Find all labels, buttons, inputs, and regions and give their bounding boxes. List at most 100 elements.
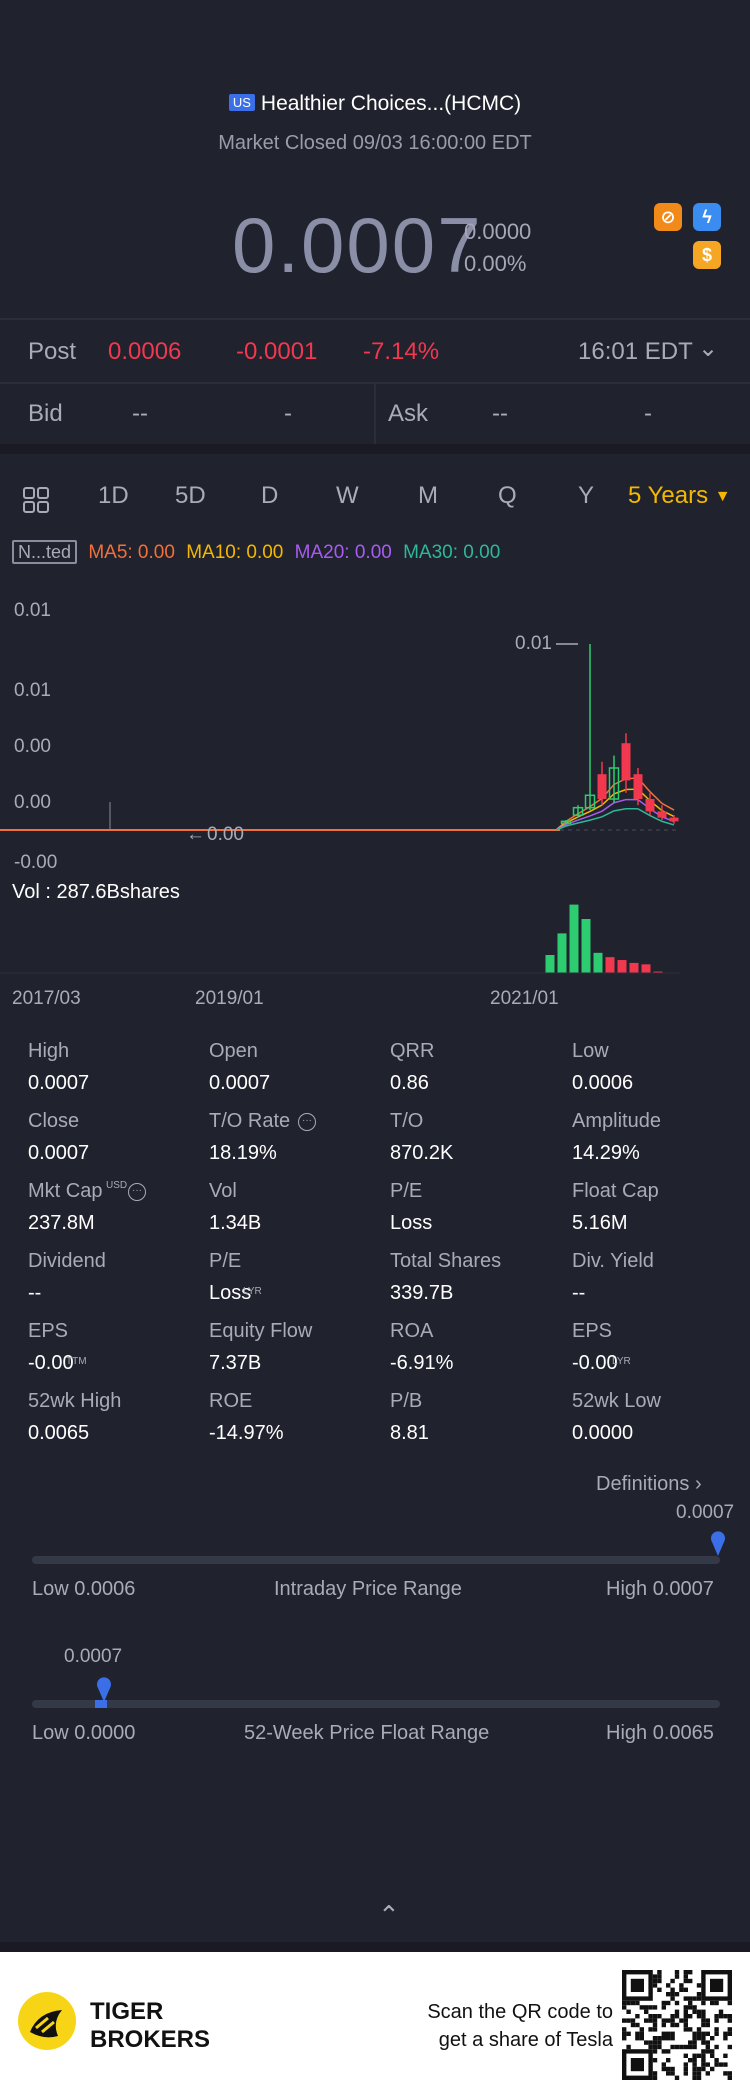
post-market-row[interactable]: Post 0.0006 -0.0001 -7.14% 16:01 EDT ⌄ xyxy=(0,320,750,382)
qr-module xyxy=(688,2040,693,2045)
volume-bar xyxy=(653,971,663,973)
qr-module xyxy=(714,2062,719,2067)
qr-module xyxy=(692,2031,697,2036)
divider xyxy=(374,384,376,444)
qr-module xyxy=(701,2014,706,2019)
qr-module xyxy=(652,1983,658,1988)
tab-q[interactable]: Q xyxy=(498,482,517,509)
qr-module xyxy=(710,2049,715,2054)
tab-w[interactable]: W xyxy=(336,482,359,509)
intraday-pin-icon xyxy=(711,1531,725,1556)
qr-module xyxy=(688,2044,693,2050)
qr-module xyxy=(661,2031,666,2036)
lightning-icon[interactable]: ϟ xyxy=(693,203,721,231)
qr-module xyxy=(648,2040,653,2045)
collapse-chevron-icon[interactable]: ⌃ xyxy=(378,1900,400,1930)
qr-module xyxy=(696,2075,702,2080)
stat-value: -14.97% xyxy=(209,1422,284,1444)
tab-1d[interactable]: 1D xyxy=(98,482,129,509)
tab-y[interactable]: Y xyxy=(578,482,595,509)
qr-module xyxy=(727,2071,732,2076)
stat-label: Open xyxy=(209,1040,258,1062)
tab-m[interactable]: M xyxy=(418,482,438,509)
post-change: -0.0001 xyxy=(236,338,318,365)
tab-5d[interactable]: 5D xyxy=(175,482,206,509)
price-chart[interactable]: 0.01 0.01 0.00 0.00 -0.00 0.01 ← 0.00 Vol : … xyxy=(0,590,750,1010)
info-icon[interactable]: ··· xyxy=(298,1113,316,1131)
qr-module xyxy=(674,2044,680,2050)
qr-module xyxy=(705,2018,710,2023)
qr-module xyxy=(639,2031,644,2036)
stat-value: 339.7B xyxy=(390,1282,454,1304)
no-margin-icon[interactable]: ⊘ xyxy=(654,203,682,231)
qr-module xyxy=(705,2071,710,2076)
qr-module xyxy=(657,2040,662,2045)
stat-value: 14.29% xyxy=(572,1142,640,1164)
stat-value: 18.19% xyxy=(209,1142,277,1164)
stat-value: 0.0006 xyxy=(572,1072,634,1094)
qr-module xyxy=(705,2040,710,2045)
stat-value: Loss xyxy=(390,1212,433,1234)
definitions-link[interactable]: Definitions › xyxy=(596,1473,702,1496)
chevron-down-icon[interactable]: ⌄ xyxy=(698,335,719,362)
qr-module xyxy=(661,2062,666,2067)
candle-body xyxy=(633,774,643,799)
qr-module xyxy=(679,2018,684,2023)
bid-ask-row: Bid -- - Ask -- - xyxy=(0,384,750,444)
qr-finder xyxy=(710,1978,724,1992)
week52-range-track xyxy=(32,1700,720,1708)
qr-module xyxy=(692,2058,697,2063)
stat-label: P/B xyxy=(390,1390,423,1412)
stat-label: EPS xyxy=(28,1320,69,1342)
stat-value: -0.00 xyxy=(572,1352,618,1374)
stat-label: 52wk High xyxy=(28,1390,122,1412)
qr-module xyxy=(701,2062,706,2067)
qr-module xyxy=(679,1987,684,1992)
qr-module xyxy=(670,2018,675,2023)
qr-module xyxy=(683,2018,688,2023)
candle-body xyxy=(608,767,620,800)
price-axis-label: 0.01 xyxy=(14,680,51,701)
stat-value: 1.34B xyxy=(209,1212,262,1234)
tab-5-years[interactable]: 5 Years ▼ xyxy=(628,482,731,510)
stock-title[interactable]: US Healthier Choices...(HCMC) xyxy=(0,92,750,116)
intraday-low: Low 0.0006 xyxy=(32,1578,136,1600)
qr-module xyxy=(705,2049,710,2054)
stat-value: 237.8M xyxy=(28,1212,95,1234)
qr-module xyxy=(701,2022,706,2028)
qr-module xyxy=(657,1978,662,1984)
qr-module xyxy=(648,2044,653,2050)
qr-module xyxy=(674,1974,680,1979)
qr-module xyxy=(692,2062,697,2067)
qr-module xyxy=(674,2000,680,2006)
price-axis: 0.01 0.01 0.00 0.00 -0.00 xyxy=(14,600,57,873)
week52-high: High 0.0065 xyxy=(606,1722,714,1744)
qr-module xyxy=(661,2022,666,2028)
stat-value: -0.00 xyxy=(28,1352,74,1374)
grid-icon[interactable] xyxy=(22,486,50,514)
promo-footer[interactable]: TIGER BROKERS Scan the QR code to get a … xyxy=(0,1952,750,2097)
bid-label: Bid xyxy=(28,400,63,427)
qr-module xyxy=(670,2036,675,2041)
stat-value: 0.0007 xyxy=(28,1142,90,1164)
info-icon[interactable]: ··· xyxy=(128,1183,146,1201)
eps-lyr-sup: LYR xyxy=(612,1356,631,1367)
qr-module xyxy=(622,2005,627,2010)
scan-line1: Scan the QR code to xyxy=(427,2001,613,2023)
ma-indicators: N...ted MA5: 0.00 MA10: 0.00 MA20: 0.00 … xyxy=(12,540,506,564)
qr-module xyxy=(696,1996,702,2001)
week52-marker xyxy=(94,1700,107,1708)
tab-d[interactable]: D xyxy=(261,482,279,509)
stat-value: 0.0007 xyxy=(28,1072,90,1094)
qr-module xyxy=(661,2000,666,2006)
qr-module xyxy=(639,2036,644,2041)
qr-module xyxy=(718,2062,724,2067)
divider xyxy=(0,382,750,384)
qr-module xyxy=(666,2066,671,2072)
qr-module xyxy=(692,2005,697,2010)
section-gap xyxy=(0,444,750,454)
qr-module xyxy=(652,2014,658,2019)
dollar-icon[interactable]: $ xyxy=(693,241,721,269)
qr-module xyxy=(692,2053,697,2058)
adjust-toggle[interactable]: N...ted xyxy=(12,540,78,564)
